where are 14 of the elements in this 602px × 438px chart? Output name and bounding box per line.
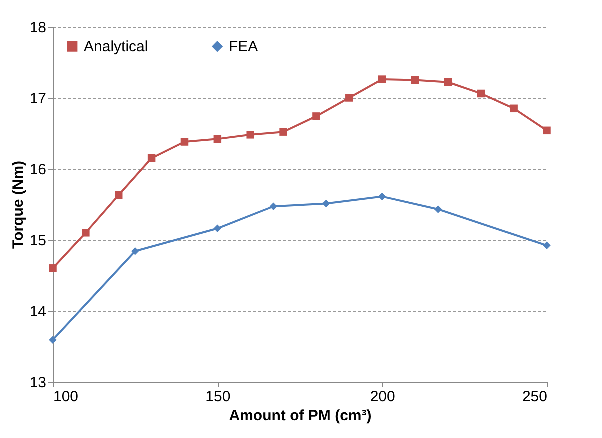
- x-tick-label: 100: [54, 388, 79, 406]
- y-axis-title: Torque (Nm): [10, 160, 27, 250]
- x-axis-title: Amount of PM (cm³): [229, 408, 372, 424]
- y-tick-label: 13: [30, 374, 46, 392]
- x-tick-label: 200: [370, 388, 396, 406]
- y-tick-label: 15: [30, 232, 46, 250]
- x-tick-label: 150: [206, 388, 231, 406]
- x-tick-label: 250: [522, 388, 548, 406]
- y-tick-label: 14: [30, 304, 46, 320]
- y-tick-label: 18: [30, 20, 46, 36]
- legend-label: Analytical: [84, 38, 148, 56]
- legend-label: FEA: [229, 38, 258, 56]
- y-tick-label: 16: [30, 162, 46, 178]
- y-tick-label: 17: [30, 90, 46, 108]
